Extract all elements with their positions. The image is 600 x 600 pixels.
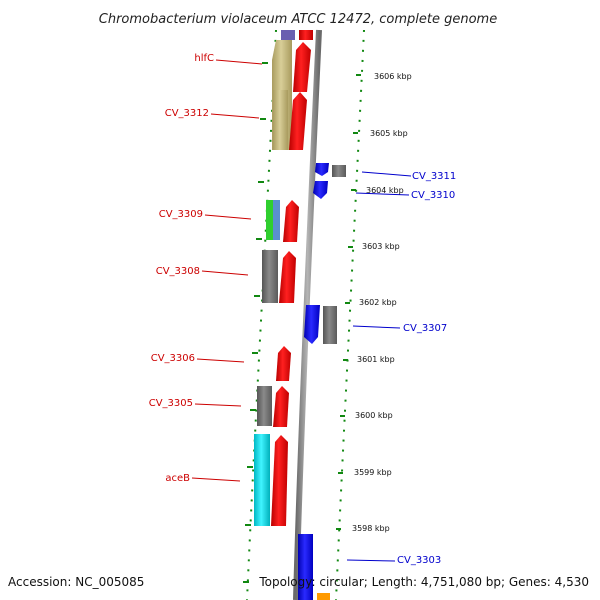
label-cv3312[interactable]: CV_3312	[165, 108, 209, 119]
scale-label: 3600 kbp	[355, 411, 393, 420]
red-arrow-cv3305	[273, 386, 289, 427]
gray-feature-cv3311	[332, 165, 346, 177]
blue-feature-cv3303	[298, 534, 313, 600]
scale-label: 3599 kbp	[354, 468, 392, 477]
green-feature-cv3309	[266, 200, 273, 240]
scale-label: 3606 kbp	[374, 72, 412, 81]
gray-feature-cv3308	[262, 250, 278, 303]
label-cv3309[interactable]: CV_3309	[159, 209, 203, 220]
blue-arrow-cv3310	[313, 181, 328, 199]
scale-label: 3604 kbp	[366, 186, 404, 195]
label-hlfC[interactable]: hlfC	[194, 53, 214, 64]
purple-feature	[281, 30, 295, 40]
red-arrow-cv3308	[279, 251, 296, 303]
left-scale-ticks	[243, 62, 268, 583]
label-cv3303[interactable]: CV_3303	[397, 555, 441, 566]
gray-feature-cv3307	[323, 306, 337, 344]
right-label-lines	[346, 171, 412, 562]
orange-feature	[317, 593, 330, 600]
scale-label: 3598 kbp	[352, 524, 390, 533]
red-arrow-1	[293, 42, 311, 92]
left-label-lines	[191, 59, 263, 482]
gray-feature-cv3305	[257, 386, 272, 426]
cyan-feature-aceB	[254, 434, 270, 526]
red-arrow-aceB	[271, 435, 288, 526]
red-arrow-cv3309	[283, 200, 299, 242]
topology-text: Topology: circular; Length: 4,751,080 bp…	[258, 575, 589, 589]
label-aceB[interactable]: aceB	[165, 473, 190, 484]
scale-label: 3603 kbp	[362, 242, 400, 251]
blue-strip-cv3309	[273, 200, 280, 240]
blue-arrow-cv3307	[304, 305, 320, 344]
olive-gene-cv3312	[273, 90, 288, 150]
blue-arrow-cv3311	[315, 163, 329, 176]
label-cv3305[interactable]: CV_3305	[149, 398, 193, 409]
label-cv3310[interactable]: CV_3310	[411, 190, 455, 201]
label-cv3306[interactable]: CV_3306	[151, 353, 195, 364]
map-title: Chromobacterium violaceum ATCC 12472, co…	[99, 12, 497, 27]
red-feature-top	[299, 30, 313, 40]
label-cv3307[interactable]: CV_3307	[403, 323, 447, 334]
accession-text: Accession: NC_005085	[8, 575, 144, 589]
right-scale-ticks	[336, 74, 361, 530]
red-arrow-cv3306	[276, 346, 291, 381]
scale-label: 3605 kbp	[370, 129, 408, 138]
red-arrow-2	[289, 92, 307, 150]
inner-scale-dots	[335, 29, 365, 600]
scale-label: 3602 kbp	[359, 298, 397, 307]
label-cv3308[interactable]: CV_3308	[156, 266, 200, 277]
scale-label: 3601 kbp	[357, 355, 395, 364]
label-cv3311[interactable]: CV_3311	[412, 171, 456, 182]
outer-scale-dots	[246, 29, 277, 600]
